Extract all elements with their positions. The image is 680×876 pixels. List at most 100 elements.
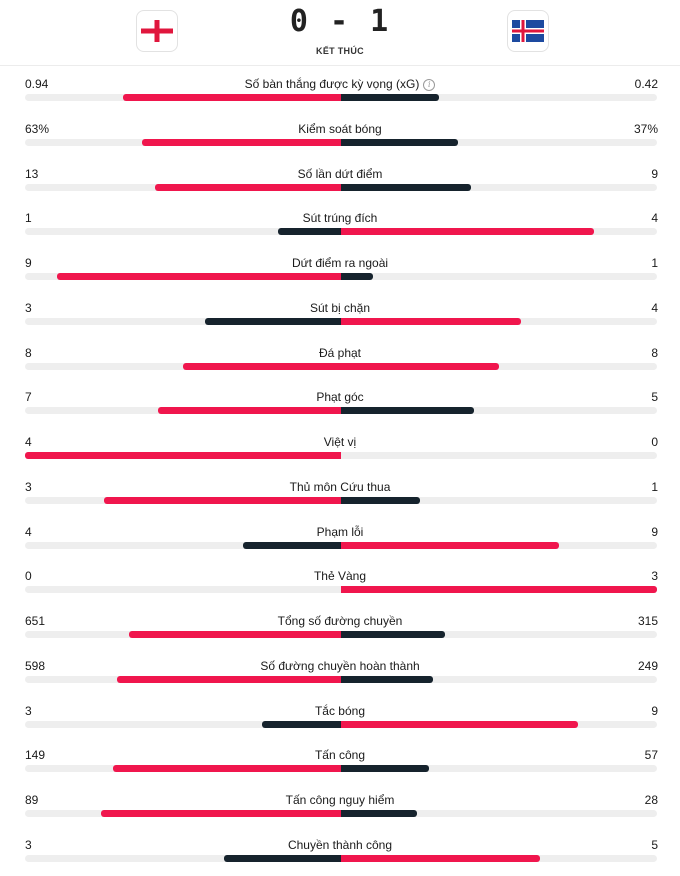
away-stat-value: 1 bbox=[651, 256, 658, 270]
stat-label: Dứt điểm ra ngoài bbox=[0, 256, 680, 270]
home-stat-value: 3 bbox=[25, 479, 32, 494]
home-stat-value: 0 bbox=[25, 569, 32, 584]
away-stat-value: 249 bbox=[637, 658, 658, 673]
home-stat-bar-fill bbox=[116, 675, 341, 683]
away-stat-bar-fill bbox=[341, 586, 657, 594]
stat-row: 9 Dứt điểm ra ngoài 1 bbox=[0, 249, 680, 294]
away-stat-bar-fill bbox=[341, 496, 420, 504]
home-team-flag[interactable] bbox=[136, 10, 178, 52]
away-stat-bar-track bbox=[341, 541, 657, 549]
away-stat-bar-track bbox=[341, 854, 657, 862]
home-stat-bar-fill bbox=[262, 720, 341, 728]
home-stat-value: 9 bbox=[25, 256, 32, 270]
away-stat-bar-fill bbox=[341, 720, 578, 728]
away-team-flag[interactable] bbox=[507, 10, 549, 52]
home-stat-bar-track bbox=[25, 675, 341, 683]
away-stat-bar-track bbox=[341, 452, 657, 459]
away-stat-bar-fill bbox=[341, 675, 433, 683]
home-stat-bar-fill bbox=[56, 273, 341, 280]
away-stat-bar-track bbox=[341, 675, 657, 683]
stat-label-text: Tấn công nguy hiểm bbox=[285, 793, 395, 807]
home-stat-bar-track bbox=[25, 273, 341, 280]
home-stat-bar-fill bbox=[224, 854, 341, 862]
stat-label: Sút bị chặn bbox=[0, 301, 680, 315]
away-stat-bar-track bbox=[341, 810, 657, 817]
away-stat-bar-track bbox=[341, 317, 657, 325]
away-stat-value: 9 bbox=[651, 703, 658, 718]
stat-label: Thủ môn Cứu thua bbox=[0, 480, 680, 494]
stat-row: 7 Phạt góc 5 bbox=[0, 383, 680, 428]
away-stat-value: 0 bbox=[651, 435, 658, 449]
stat-row: 3 Chuyền thành công 5 bbox=[0, 831, 680, 876]
away-stat-value: 0.42 bbox=[634, 77, 658, 91]
stat-row: 4 Việt vị 0 bbox=[0, 428, 680, 473]
home-stat-value: 7 bbox=[25, 390, 32, 405]
stat-label-text: Thẻ Vàng bbox=[313, 569, 367, 584]
stat-row: 8 Đá phạt 8 bbox=[0, 339, 680, 384]
away-stat-bar-fill bbox=[341, 765, 430, 773]
away-stat-bar-fill bbox=[341, 317, 522, 325]
home-stat-bar-track bbox=[25, 541, 341, 549]
away-stat-bar-fill bbox=[341, 362, 499, 370]
away-stat-bar-track bbox=[341, 586, 657, 594]
home-stat-bar-fill bbox=[183, 362, 341, 370]
away-stat-bar-fill bbox=[341, 228, 594, 236]
home-stat-bar-track bbox=[25, 452, 341, 459]
stat-label-text: Sút trúng đích bbox=[302, 211, 378, 226]
stat-row: 0.94 Số bàn thắng được kỳ vọng (xG) i 0.42 bbox=[0, 70, 680, 115]
stat-row: 63% Kiểm soát bóng 37% bbox=[0, 115, 680, 160]
away-stat-bar-track bbox=[341, 273, 657, 280]
england-flag-icon bbox=[141, 20, 173, 42]
stat-row: 149 Tấn công 57 bbox=[0, 741, 680, 786]
away-stat-bar-fill bbox=[341, 631, 446, 638]
away-stat-value: 4 bbox=[651, 300, 658, 315]
home-stat-value: 8 bbox=[25, 345, 32, 360]
home-stat-value: 63% bbox=[25, 121, 50, 136]
stat-row: 1 Sút trúng đích 4 bbox=[0, 204, 680, 249]
home-stat-value: 13 bbox=[25, 166, 39, 181]
stat-row: 89 Tấn công nguy hiểm 28 bbox=[0, 786, 680, 831]
home-stat-bar-fill bbox=[243, 541, 341, 549]
stat-label: Số lần dứt điểm bbox=[0, 167, 680, 181]
home-stat-bar-fill bbox=[157, 407, 341, 415]
away-stat-bar-fill bbox=[341, 854, 541, 862]
info-icon[interactable]: i bbox=[423, 79, 436, 91]
home-stat-value: 3 bbox=[25, 300, 32, 315]
away-stat-bar-track bbox=[341, 496, 657, 504]
away-stat-value: 315 bbox=[637, 614, 658, 628]
stat-row: 3 Tắc bóng 9 bbox=[0, 697, 680, 742]
stat-label: Chuyền thành công bbox=[0, 838, 680, 852]
home-stat-bar-track bbox=[25, 854, 341, 862]
home-stat-bar-track bbox=[25, 586, 341, 594]
home-stat-value: 1 bbox=[25, 211, 32, 226]
stat-label-text: Tấn công bbox=[314, 748, 366, 763]
away-stat-bar-fill bbox=[341, 541, 560, 549]
away-stat-bar-track bbox=[341, 228, 657, 236]
stat-label: Tấn công nguy hiểm bbox=[0, 793, 680, 807]
home-stat-bar-fill bbox=[25, 452, 341, 459]
away-stat-bar-track bbox=[341, 138, 657, 146]
home-stat-value: 651 bbox=[25, 614, 46, 628]
home-stat-bar-fill bbox=[141, 138, 341, 146]
home-stat-bar-track bbox=[25, 810, 341, 817]
away-stat-bar-track bbox=[341, 94, 657, 101]
home-stat-bar-track bbox=[25, 362, 341, 370]
stat-label: Số đường chuyền hoàn thành bbox=[0, 659, 680, 673]
home-stat-value: 3 bbox=[25, 837, 32, 852]
stat-label-text: Kiểm soát bóng bbox=[298, 121, 382, 136]
away-stat-value: 4 bbox=[651, 211, 658, 226]
stat-label-text: Đá phạt bbox=[318, 345, 362, 360]
away-stat-value: 5 bbox=[651, 390, 658, 405]
stat-row: 0 Thẻ Vàng 3 bbox=[0, 562, 680, 607]
away-stat-bar-track bbox=[341, 631, 657, 638]
stat-row: 13 Số lần dứt điểm 9 bbox=[0, 160, 680, 205]
home-stat-bar-track bbox=[25, 496, 341, 504]
match-header: 0 - 1 KẾT THÚC bbox=[0, 0, 680, 66]
home-stat-value: 89 bbox=[25, 793, 39, 807]
home-stat-bar-fill bbox=[129, 631, 341, 638]
home-stat-value: 0.94 bbox=[25, 77, 49, 91]
stat-label: Tấn công bbox=[0, 748, 680, 762]
away-stat-bar-fill bbox=[341, 94, 439, 101]
away-stat-bar-fill bbox=[341, 183, 471, 191]
stat-label: Kiểm soát bóng bbox=[0, 122, 680, 136]
